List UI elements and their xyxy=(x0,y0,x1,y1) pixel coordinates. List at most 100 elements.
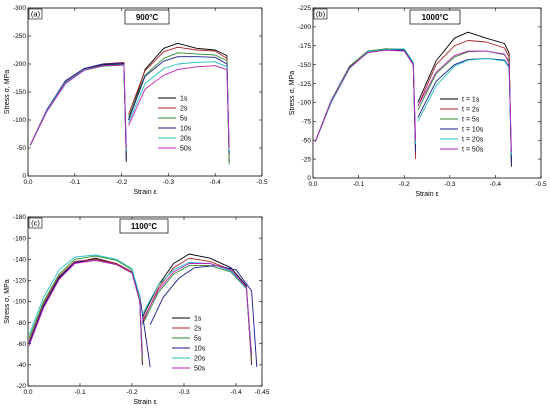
panel-letter: (a) xyxy=(31,10,41,19)
series-line-second-pass xyxy=(141,257,253,363)
series-line-first-pass xyxy=(29,64,127,154)
x-axis-label: Strain ε xyxy=(415,191,438,198)
temperature-box xyxy=(124,9,170,25)
y-tick-label: -180 xyxy=(13,214,26,221)
x-tick-label: -0.2 xyxy=(126,389,138,396)
legend-label: t = 50s xyxy=(462,147,484,154)
series-line-first-pass xyxy=(28,257,143,365)
panel-letter-box xyxy=(313,8,328,20)
x-tick-label: -0.4 xyxy=(490,181,502,188)
legend-label: t = 20s xyxy=(462,137,484,144)
x-tick-label: 0.0 xyxy=(308,181,317,188)
legend-label: 20s xyxy=(194,356,206,363)
series-line-second-pass xyxy=(128,52,230,165)
temperature-box xyxy=(409,9,461,25)
series-line-first-pass xyxy=(28,258,143,363)
y-tick-label: -50 xyxy=(17,145,27,152)
plot-frame xyxy=(27,7,263,177)
y-tick-label: -120 xyxy=(13,278,26,285)
legend-label: t = 1s xyxy=(462,97,480,104)
legend-label: 2s xyxy=(180,106,188,113)
y-tick-label: -60 xyxy=(17,341,27,348)
y-tick-label: -300 xyxy=(13,5,26,12)
y-tick-label: -20 xyxy=(17,383,27,390)
series-line-second-pass xyxy=(142,261,253,355)
legend-label: 5s xyxy=(180,116,188,123)
series-line-first-pass xyxy=(29,61,127,157)
panel-letter-box xyxy=(28,8,43,20)
series-line-first-pass xyxy=(28,255,143,360)
plot-frame xyxy=(312,7,542,179)
y-axis-label: Stress σ, MPa xyxy=(4,70,11,114)
panel-letter: (b) xyxy=(316,10,326,19)
y-tick-label: 0 xyxy=(22,173,26,180)
series-line-first-pass xyxy=(29,62,127,160)
y-tick-label: -150 xyxy=(298,62,311,69)
y-tick-label: -125 xyxy=(298,81,311,88)
x-tick-label: -0.5 xyxy=(535,181,547,188)
temperature-box xyxy=(119,218,169,234)
x-tick-label: -0.4 xyxy=(210,179,222,186)
series-line-first-pass xyxy=(28,254,143,355)
panel-c-1100c: 0.0 -0.1 -0.2 -0.3 -0.4 -0.45 -20 -40 -60 -80 -100… xyxy=(4,214,270,406)
y-tick-label: -100 xyxy=(13,299,26,306)
series-line-second-pass xyxy=(128,65,230,149)
series-line-second-pass xyxy=(128,61,230,151)
legend-label: t = 2s xyxy=(462,107,480,114)
x-tick-label: -0.3 xyxy=(444,181,456,188)
series-line-second-pass xyxy=(128,56,230,154)
y-tick-label: -40 xyxy=(17,362,27,369)
panel-letter: (c) xyxy=(31,219,40,228)
legend-label: 1s xyxy=(180,96,188,103)
series-line-first-pass xyxy=(29,64,127,149)
legend-label: 20s xyxy=(180,136,192,143)
y-tick-label: 0 xyxy=(307,175,311,182)
x-tick-label: -0.1 xyxy=(69,179,81,186)
legend-label: 2s xyxy=(194,326,202,333)
series-line-second-pass xyxy=(128,42,230,163)
x-axis-label: Strain ε xyxy=(133,189,156,196)
y-tick-label: -150 xyxy=(13,89,26,96)
x-tick-label: -0.5 xyxy=(256,179,268,186)
panel-letter-box xyxy=(28,217,43,229)
series-line-second-pass xyxy=(417,40,512,163)
x-tick-label: -0.2 xyxy=(399,181,411,188)
x-axis-label: Strain ε xyxy=(133,399,156,406)
series-line-second-pass xyxy=(141,253,253,365)
x-tick-label: -0.45 xyxy=(255,389,270,396)
legend-label: 10s xyxy=(194,346,206,353)
series-line-second-pass xyxy=(417,31,512,167)
temperature-label: 1000°C xyxy=(422,13,449,22)
series-line-first-pass xyxy=(29,63,127,163)
legend-label: 50s xyxy=(180,146,192,153)
y-tick-label: -225 xyxy=(298,5,311,12)
panel-b-1000c: 0.0 -0.1 -0.2 -0.3 -0.4 -0.5 0 -25 -50 -75 -100 -12… xyxy=(289,5,547,198)
y-tick-label: -250 xyxy=(13,33,26,40)
series-line-first-pass xyxy=(28,259,151,368)
series-line-first-pass xyxy=(29,64,127,151)
x-tick-label: 0.0 xyxy=(23,179,32,186)
y-tick-label: -175 xyxy=(298,43,311,50)
x-tick-label: -0.4 xyxy=(230,389,242,396)
y-tick-label: -50 xyxy=(302,137,312,144)
legend-label: 10s xyxy=(180,126,192,133)
panel-a-900c: 0.0 -0.1 -0.2 -0.3 -0.4 -0.5 0 -50 -100 -150 -200 -… xyxy=(4,5,268,196)
y-tick-label: -100 xyxy=(13,117,26,124)
legend-label: 5s xyxy=(194,336,202,343)
series-line-second-pass xyxy=(142,263,253,357)
x-tick-label: -0.3 xyxy=(163,179,175,186)
legend-label: t = 10s xyxy=(462,127,484,134)
y-tick-label: -80 xyxy=(17,320,27,327)
series-line-first-pass xyxy=(314,49,417,142)
x-tick-label: 0.0 xyxy=(23,389,32,396)
series-line-first-pass xyxy=(28,259,143,357)
y-tick-label: -160 xyxy=(13,235,26,242)
y-tick-label: -140 xyxy=(13,256,26,263)
temperature-label: 1100°C xyxy=(131,222,158,231)
legend-label: 50s xyxy=(194,366,206,373)
plot-frame xyxy=(27,216,263,387)
y-tick-label: -100 xyxy=(298,100,311,107)
series-line-second-pass xyxy=(149,265,258,368)
series-line-second-pass xyxy=(128,46,230,157)
